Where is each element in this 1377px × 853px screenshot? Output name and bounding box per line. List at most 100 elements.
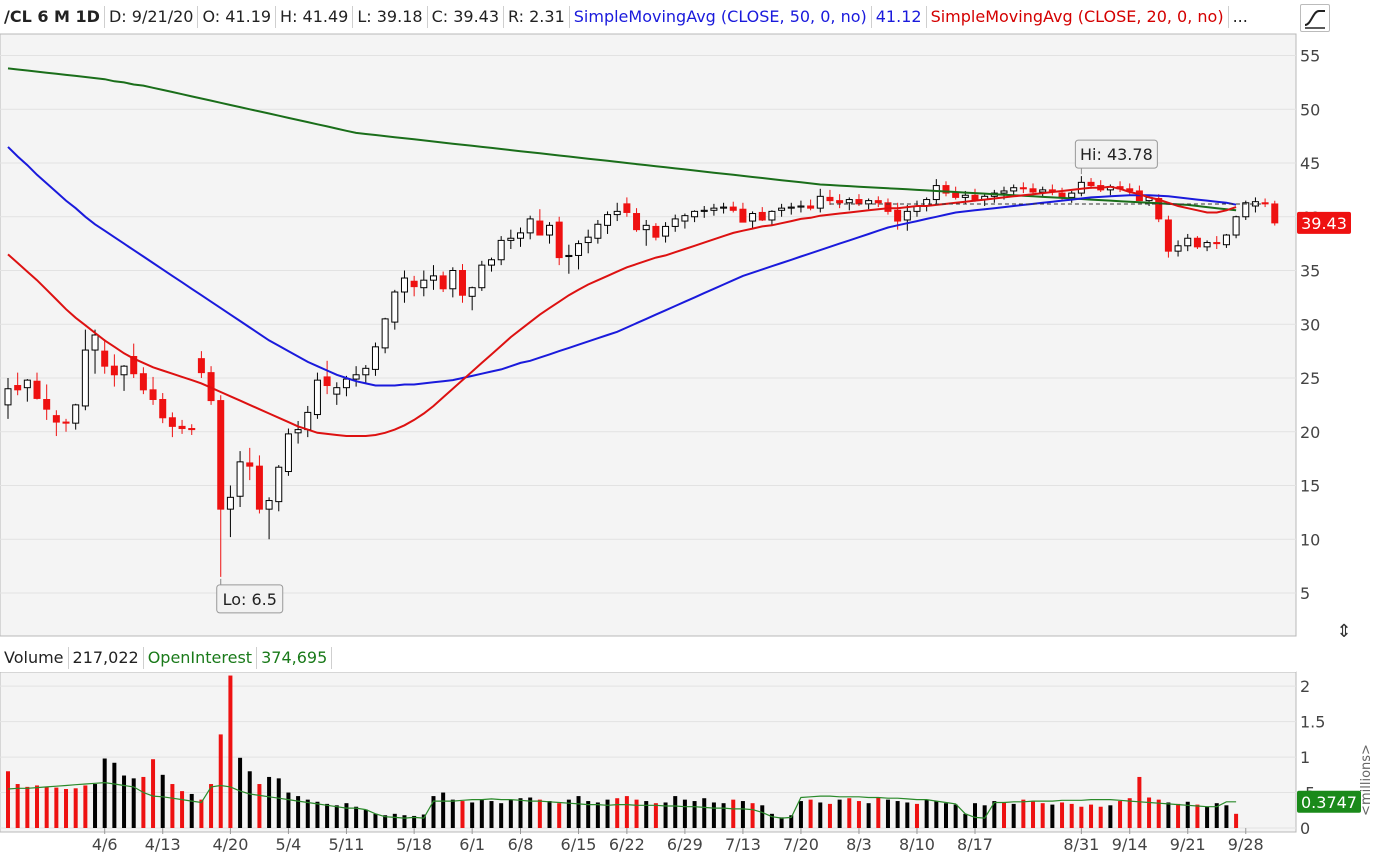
candle-down: [874, 196, 882, 208]
x-tick-label: 8/3: [846, 835, 872, 853]
candle-body: [468, 287, 476, 297]
candle-body: [1155, 197, 1163, 220]
candle-up: [691, 210, 699, 223]
volume-bar: [528, 797, 533, 828]
candle-body: [1058, 192, 1066, 198]
volume-tick-label: 1.5: [1300, 713, 1325, 732]
sma20-label[interactable]: SimpleMovingAvg (CLOSE, 20, 0, no): [927, 6, 1229, 28]
symbol-label[interactable]: /CL 6 M 1D: [0, 6, 105, 28]
volume-bar: [1205, 806, 1210, 828]
candle-body: [52, 415, 60, 423]
candle-up: [4, 378, 12, 419]
candle-body: [313, 379, 321, 416]
price-tick-label: 5: [1300, 584, 1310, 603]
candle-down: [1019, 182, 1027, 194]
volume-bar: [354, 806, 359, 828]
candle-body: [1203, 242, 1211, 248]
volume-bar: [1118, 801, 1123, 828]
candle-body: [91, 334, 99, 351]
candle-up: [700, 206, 708, 218]
volume-bar: [1108, 805, 1113, 828]
candle-body: [681, 215, 689, 222]
volume-bar: [499, 803, 504, 828]
candle-body: [1213, 242, 1221, 245]
volume-bar: [644, 801, 649, 828]
volume-bar: [866, 803, 871, 828]
candle-body: [439, 275, 447, 290]
volume-bar: [102, 758, 107, 828]
candle-up: [236, 451, 244, 507]
candle-body: [43, 399, 51, 410]
volume-value: 217,022: [69, 647, 144, 669]
candle-body: [536, 220, 544, 236]
volume-bar: [1234, 813, 1239, 828]
candle-body: [342, 378, 350, 389]
candle-down: [168, 412, 176, 438]
volume-bar: [267, 776, 272, 828]
candle-up: [468, 286, 476, 311]
volume-bar: [460, 801, 465, 828]
sma20-line: [7, 185, 1237, 437]
volume-bar: [431, 796, 436, 828]
candle-down: [1193, 236, 1201, 249]
candle-body: [1087, 181, 1095, 187]
studies-button[interactable]: [1300, 4, 1330, 32]
candle-up: [81, 329, 89, 411]
candle-up: [816, 188, 824, 213]
candle-body: [304, 411, 312, 431]
candle-down: [942, 181, 950, 197]
open-interest-badge-label: 0.3747: [1301, 793, 1357, 812]
candle-up: [778, 203, 786, 217]
more-menu[interactable]: ...: [1232, 7, 1248, 26]
candle-down: [952, 186, 960, 200]
volume-bar: [1185, 801, 1190, 828]
last-price-label: 39.43: [1301, 214, 1347, 233]
volume-bar: [760, 805, 765, 828]
candle-down: [101, 339, 109, 374]
candle-up: [449, 267, 457, 298]
volume-label[interactable]: Volume: [0, 647, 69, 669]
volume-bar: [141, 776, 146, 828]
last-price-badge: [1297, 211, 1351, 234]
candle-up: [604, 211, 612, 234]
candle-up: [497, 236, 505, 266]
hi-callout-label: Hi: 43.78: [1080, 145, 1153, 164]
sma50-label[interactable]: SimpleMovingAvg (CLOSE, 50, 0, no): [570, 6, 872, 28]
candle-up: [710, 203, 718, 216]
candle-body: [429, 275, 437, 281]
candle-body: [517, 232, 525, 239]
volume-bar: [1224, 805, 1229, 828]
resize-handle-icon[interactable]: ⇕: [1336, 621, 1352, 642]
candle-down: [410, 275, 418, 297]
candle-body: [1242, 202, 1250, 218]
price-tick-label: 30: [1300, 315, 1320, 334]
candle-up: [720, 202, 728, 214]
volume-bar: [827, 803, 832, 828]
candle-up: [1174, 240, 1182, 257]
volume-bar: [421, 814, 426, 828]
volume-bar: [73, 788, 78, 828]
candle-body: [1029, 188, 1037, 193]
candle-body: [720, 206, 728, 209]
candle-down: [255, 455, 263, 514]
candle-body: [671, 218, 679, 227]
candle-body: [807, 205, 815, 209]
candle-up: [1039, 186, 1047, 198]
candle-body: [749, 213, 757, 222]
volume-tick-label: 1: [1300, 748, 1310, 767]
candle-up: [381, 317, 389, 354]
candle-up: [91, 329, 99, 374]
price-tick-label: 45: [1300, 154, 1320, 173]
volume-bar: [112, 762, 117, 828]
candle-up: [362, 365, 370, 384]
candle-up: [845, 197, 853, 211]
open-label: O: 41.19: [198, 6, 277, 28]
candle-up: [642, 219, 650, 246]
volume-bar: [1195, 804, 1200, 828]
candle-up: [517, 227, 525, 247]
open-interest-label[interactable]: OpenInterest: [144, 647, 258, 669]
candle-body: [478, 264, 486, 289]
candle-up: [594, 219, 602, 244]
candle-body: [197, 358, 205, 374]
